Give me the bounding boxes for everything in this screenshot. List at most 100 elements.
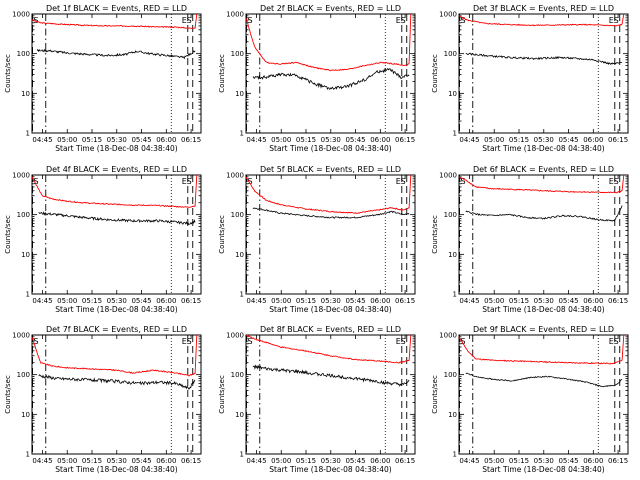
time-marker-label: E (609, 16, 614, 25)
x-tick-label: 05:00 (271, 297, 291, 305)
time-marker-label: S (248, 177, 253, 186)
y-tick-label: 1 (26, 291, 30, 299)
x-tick-label: 05:15 (509, 297, 529, 305)
panel-det-2f: Det 2f BLACK = Events, RED = LLD 1 10 100 10… (218, 4, 416, 153)
x-tick-label: 06:00 (583, 136, 603, 144)
y-tick-label: 1000 (12, 172, 30, 180)
x-tick-label: 06:00 (156, 457, 176, 465)
x-tick-label: 05:30 (534, 457, 554, 465)
y-axis-label: Counts/sec (4, 215, 12, 254)
lld-series-line (458, 334, 625, 365)
y-axis-label: Counts/sec (218, 215, 226, 254)
x-tick-label: 04:45 (32, 297, 52, 305)
time-marker-label: E (609, 337, 614, 346)
y-axis-label: Counts/sec (218, 54, 226, 93)
y-tick-label: 100 (17, 211, 30, 219)
y-tick-label: 100 (17, 371, 30, 379)
x-tick-label: 05:15 (509, 136, 529, 144)
x-tick-label: 04:45 (459, 457, 479, 465)
events-series-line (252, 364, 410, 387)
x-tick-label: 05:15 (82, 297, 102, 305)
panel-det-9f: Det 9f BLACK = Events, RED = LLD 1 10 100 10… (431, 325, 629, 474)
x-tick-label: 06:15 (608, 457, 628, 465)
events-series-line (38, 374, 196, 390)
lld-series-line (245, 13, 412, 72)
x-tick-label: 06:15 (395, 136, 415, 144)
y-tick-label: 10 (448, 251, 457, 259)
panel-det-7f: Det 7f BLACK = Events, RED = LLD 1 10 100 10… (4, 325, 202, 474)
y-tick-label: 1000 (226, 11, 244, 19)
x-tick-label: 05:00 (57, 136, 77, 144)
x-tick-label: 04:45 (459, 136, 479, 144)
x-tick-label: 04:45 (32, 457, 52, 465)
time-marker-label: E (182, 337, 187, 346)
time-marker-label: S (461, 16, 466, 25)
y-tick-label: 100 (231, 211, 244, 219)
x-tick-label: 05:30 (107, 136, 127, 144)
y-axis-label: Counts/sec (431, 215, 439, 254)
x-tick-label: 05:15 (296, 457, 316, 465)
time-marker-label: S (34, 177, 39, 186)
time-marker-label: S (614, 16, 619, 25)
y-tick-label: 100 (444, 50, 457, 58)
panel-det-5f: Det 5f BLACK = Events, RED = LLD 1 10 100 10… (218, 165, 416, 314)
lld-series-line (458, 174, 625, 194)
time-marker-label: E (609, 177, 614, 186)
y-tick-label: 1 (453, 451, 457, 459)
x-tick-label: 06:00 (156, 136, 176, 144)
x-tick-label: 05:15 (296, 136, 316, 144)
x-tick-label: 06:15 (395, 297, 415, 305)
y-tick-label: 10 (235, 251, 244, 259)
events-series-line (38, 211, 196, 226)
panel-title: Det 2f BLACK = Events, RED = LLD (260, 4, 401, 13)
y-axis-label: Counts/sec (431, 375, 439, 414)
panel-title: Det 4f BLACK = Events, RED = LLD (46, 165, 187, 174)
x-axis-label: Start Time (18-Dec-08 04:38:40) (482, 305, 604, 314)
time-marker-label: S (401, 16, 406, 25)
x-tick-label: 05:00 (484, 297, 504, 305)
time-marker-label: S (34, 16, 39, 25)
y-tick-label: 1000 (12, 11, 30, 19)
x-tick-label: 05:30 (107, 457, 127, 465)
y-tick-label: 100 (231, 371, 244, 379)
x-tick-label: 06:00 (156, 297, 176, 305)
time-marker-label: E (396, 337, 401, 346)
lld-series-line (31, 13, 198, 29)
x-tick-label: 05:45 (345, 136, 365, 144)
time-marker-label: S (248, 16, 253, 25)
x-tick-label: 05:15 (82, 136, 102, 144)
x-tick-label: 06:15 (395, 457, 415, 465)
x-axis-label: Start Time (18-Dec-08 04:38:40) (55, 305, 177, 314)
x-tick-label: 06:00 (583, 297, 603, 305)
y-tick-label: 100 (231, 50, 244, 58)
x-tick-label: 05:45 (345, 297, 365, 305)
x-tick-label: 05:00 (57, 297, 77, 305)
y-tick-label: 100 (444, 211, 457, 219)
x-tick-label: 06:15 (181, 136, 201, 144)
time-marker-label: E (182, 177, 187, 186)
y-tick-label: 10 (21, 90, 30, 98)
x-tick-label: 05:00 (271, 136, 291, 144)
x-tick-label: 05:00 (484, 457, 504, 465)
y-tick-label: 10 (448, 411, 457, 419)
y-tick-label: 1 (453, 130, 457, 138)
y-tick-label: 10 (21, 411, 30, 419)
time-marker-label: S (187, 16, 192, 25)
x-axis-label: Start Time (18-Dec-08 04:38:40) (482, 465, 604, 474)
y-axis-label: Counts/sec (431, 54, 439, 93)
lld-series-line (458, 13, 625, 27)
x-tick-label: 06:15 (181, 297, 201, 305)
x-axis-label: Start Time (18-Dec-08 04:38:40) (55, 144, 177, 153)
y-tick-label: 1 (240, 451, 244, 459)
lld-series-line (245, 334, 412, 364)
panel-det-4f: Det 4f BLACK = Events, RED = LLD 1 10 100 10… (4, 165, 202, 314)
events-series-line (36, 48, 196, 60)
y-tick-label: 10 (448, 90, 457, 98)
time-marker-label: S (401, 177, 406, 186)
y-tick-label: 100 (444, 371, 457, 379)
x-tick-label: 05:15 (82, 457, 102, 465)
x-tick-label: 05:45 (131, 297, 151, 305)
x-axis-label: Start Time (18-Dec-08 04:38:40) (269, 465, 391, 474)
y-tick-label: 1000 (439, 11, 457, 19)
